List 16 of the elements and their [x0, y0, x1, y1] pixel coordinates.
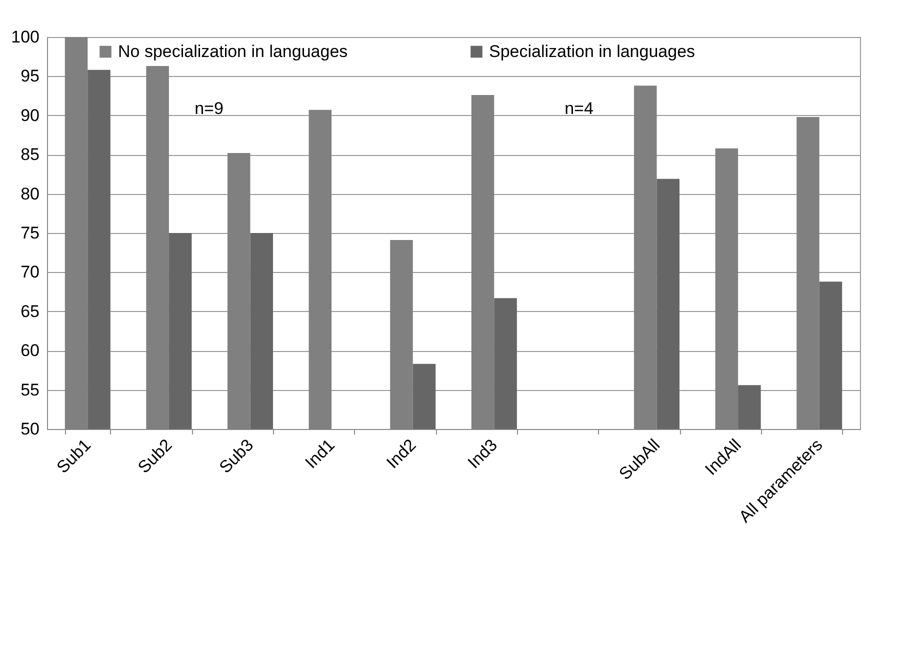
y-tick-label: 50 [20, 420, 40, 438]
legend-label: Specialization in languages [489, 42, 696, 61]
annotation: n=4 [564, 99, 594, 118]
y-tick-label: 85 [20, 145, 40, 164]
y-tick-label: 60 [20, 341, 40, 360]
y-tick-label: 70 [20, 262, 40, 282]
y-tick-label: 80 [20, 184, 40, 204]
y-tick-label: 100 [11, 28, 40, 46]
x-tick-label: Ind1 [302, 435, 338, 472]
y-tick-label: 55 [20, 380, 40, 400]
legend-label: No specialization in languages [118, 42, 348, 61]
y-tick-label: 75 [20, 224, 40, 242]
y-tick-label: 90 [20, 106, 40, 125]
y-tick-label: 95 [20, 66, 40, 86]
y-tick-label: 65 [20, 302, 40, 321]
annotation: n=9 [194, 99, 224, 118]
